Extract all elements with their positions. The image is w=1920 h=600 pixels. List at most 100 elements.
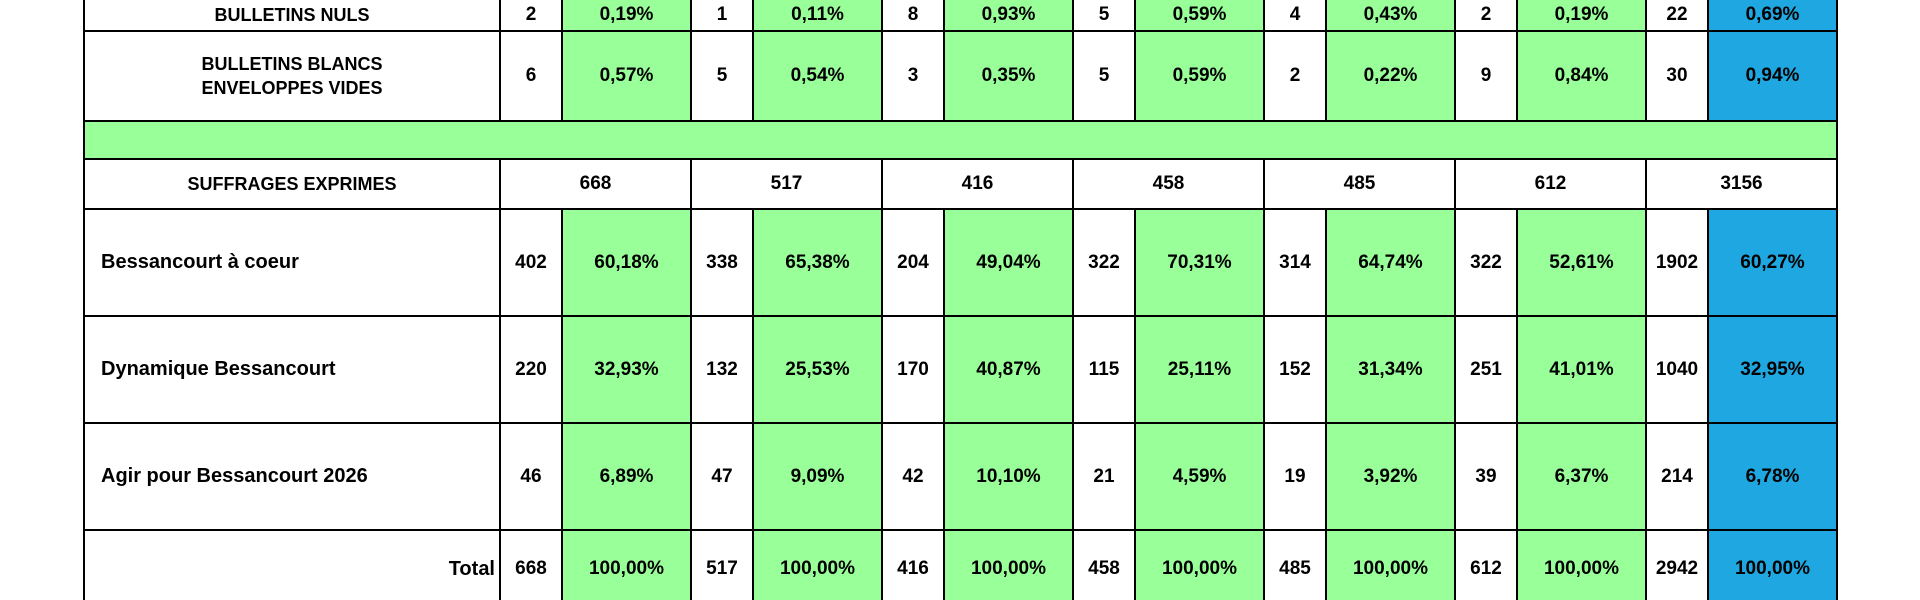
percent-cell: 100,00% — [943, 529, 1074, 600]
suffrages-total-cell: 458 — [1072, 158, 1265, 210]
percent-cell: 31,34% — [1325, 315, 1456, 424]
percent-cell: 0,57% — [561, 30, 692, 122]
suffrages-grand-total-cell: 3156 — [1645, 158, 1838, 210]
suffrages-total-cell: 485 — [1263, 158, 1456, 210]
total-count-cell: 1040 — [1645, 315, 1709, 424]
count-cell: 4 — [1263, 0, 1327, 32]
total-percent-cell: 6,78% — [1707, 422, 1838, 531]
row-total: Total 668 100,00% 517 100,00% 416 100,00… — [83, 529, 1838, 600]
count-cell: 314 — [1263, 208, 1327, 317]
percent-cell: 9,09% — [752, 422, 883, 531]
count-cell: 5 — [1072, 30, 1136, 122]
count-cell: 1 — [690, 0, 754, 32]
count-cell: 9 — [1454, 30, 1518, 122]
label-line-1: BULLETINS BLANCS — [201, 53, 383, 74]
total-count-cell: 214 — [1645, 422, 1709, 531]
suffrages-total-cell: 416 — [881, 158, 1074, 210]
percent-cell: 4,59% — [1134, 422, 1265, 531]
count-cell: 5 — [1072, 0, 1136, 32]
total-percent-cell: 32,95% — [1707, 315, 1838, 424]
candidate-name: Bessancourt à coeur — [83, 208, 501, 317]
percent-cell: 100,00% — [1134, 529, 1265, 600]
total-count-cell: 1902 — [1645, 208, 1709, 317]
percent-cell: 0,59% — [1134, 0, 1265, 32]
row-label-suffrages-exprimes: SUFFRAGES EXPRIMES — [83, 158, 501, 210]
total-row-label: Total — [83, 529, 501, 600]
count-cell: 46 — [499, 422, 563, 531]
count-cell: 517 — [690, 529, 754, 600]
percent-cell: 0,54% — [752, 30, 883, 122]
percent-cell: 10,10% — [943, 422, 1074, 531]
percent-cell: 6,37% — [1516, 422, 1647, 531]
label-line-2: ENVELOPPES VIDES — [201, 78, 383, 98]
percent-cell: 0,19% — [1516, 0, 1647, 32]
percent-cell: 6,89% — [561, 422, 692, 531]
percent-cell: 40,87% — [943, 315, 1074, 424]
candidate-name: Dynamique Bessancourt — [83, 315, 501, 424]
suffrages-total-cell: 668 — [499, 158, 692, 210]
percent-cell: 0,59% — [1134, 30, 1265, 122]
count-cell: 2 — [1454, 0, 1518, 32]
count-cell: 47 — [690, 422, 754, 531]
percent-cell: 65,38% — [752, 208, 883, 317]
count-cell: 322 — [1454, 208, 1518, 317]
total-count-cell: 2942 — [1645, 529, 1709, 600]
count-cell: 204 — [881, 208, 945, 317]
percent-cell: 49,04% — [943, 208, 1074, 317]
count-cell: 485 — [1263, 529, 1327, 600]
percent-cell: 100,00% — [1516, 529, 1647, 600]
count-cell: 21 — [1072, 422, 1136, 531]
percent-cell: 64,74% — [1325, 208, 1456, 317]
percent-cell: 0,22% — [1325, 30, 1456, 122]
total-count-cell: 22 — [1645, 0, 1709, 32]
percent-cell: 0,35% — [943, 30, 1074, 122]
count-cell: 8 — [881, 0, 945, 32]
count-cell: 251 — [1454, 315, 1518, 424]
count-cell: 220 — [499, 315, 563, 424]
total-count-cell: 30 — [1645, 30, 1709, 122]
row-bulletins-blancs: BULLETINS BLANCS ENVELOPPES VIDES 6 0,57… — [83, 30, 1838, 122]
green-separator-band — [83, 120, 1838, 160]
total-percent-cell: 60,27% — [1707, 208, 1838, 317]
count-cell: 132 — [690, 315, 754, 424]
percent-cell: 0,43% — [1325, 0, 1456, 32]
row-candidate-dynamique-bessancourt: Dynamique Bessancourt 220 32,93% 132 25,… — [83, 315, 1838, 424]
percent-cell: 25,53% — [752, 315, 883, 424]
percent-cell: 0,84% — [1516, 30, 1647, 122]
count-cell: 2 — [1263, 30, 1327, 122]
count-cell: 115 — [1072, 315, 1136, 424]
percent-cell: 3,92% — [1325, 422, 1456, 531]
total-percent-cell: 0,94% — [1707, 30, 1838, 122]
percent-cell: 25,11% — [1134, 315, 1265, 424]
percent-cell: 70,31% — [1134, 208, 1265, 317]
green-separator-row — [83, 120, 1838, 160]
row-label-bulletins-blancs: BULLETINS BLANCS ENVELOPPES VIDES — [83, 30, 501, 122]
count-cell: 458 — [1072, 529, 1136, 600]
percent-cell: 52,61% — [1516, 208, 1647, 317]
percent-cell: 0,11% — [752, 0, 883, 32]
count-cell: 19 — [1263, 422, 1327, 531]
count-cell: 5 — [690, 30, 754, 122]
row-candidate-agir-pour-bessancourt: Agir pour Bessancourt 2026 46 6,89% 47 9… — [83, 422, 1838, 531]
percent-cell: 100,00% — [1325, 529, 1456, 600]
percent-cell: 0,93% — [943, 0, 1074, 32]
candidate-name: Agir pour Bessancourt 2026 — [83, 422, 501, 531]
total-percent-cell: 0,69% — [1707, 0, 1838, 32]
percent-cell: 0,19% — [561, 0, 692, 32]
count-cell: 170 — [881, 315, 945, 424]
count-cell: 402 — [499, 208, 563, 317]
count-cell: 2 — [499, 0, 563, 32]
suffrages-total-cell: 612 — [1454, 158, 1647, 210]
percent-cell: 100,00% — [561, 529, 692, 600]
row-suffrages-exprimes: SUFFRAGES EXPRIMES 668 517 416 458 485 6… — [83, 158, 1838, 210]
count-cell: 338 — [690, 208, 754, 317]
total-percent-cell: 100,00% — [1707, 529, 1838, 600]
count-cell: 6 — [499, 30, 563, 122]
election-results-table: BULLETINS NULS 2 0,19% 1 0,11% 8 0,93% 5… — [83, 0, 1838, 600]
count-cell: 3 — [881, 30, 945, 122]
count-cell: 416 — [881, 529, 945, 600]
percent-cell: 32,93% — [561, 315, 692, 424]
count-cell: 322 — [1072, 208, 1136, 317]
percent-cell: 100,00% — [752, 529, 883, 600]
